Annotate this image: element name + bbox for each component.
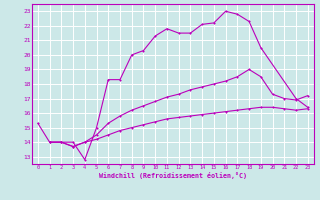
X-axis label: Windchill (Refroidissement éolien,°C): Windchill (Refroidissement éolien,°C) <box>99 172 247 179</box>
